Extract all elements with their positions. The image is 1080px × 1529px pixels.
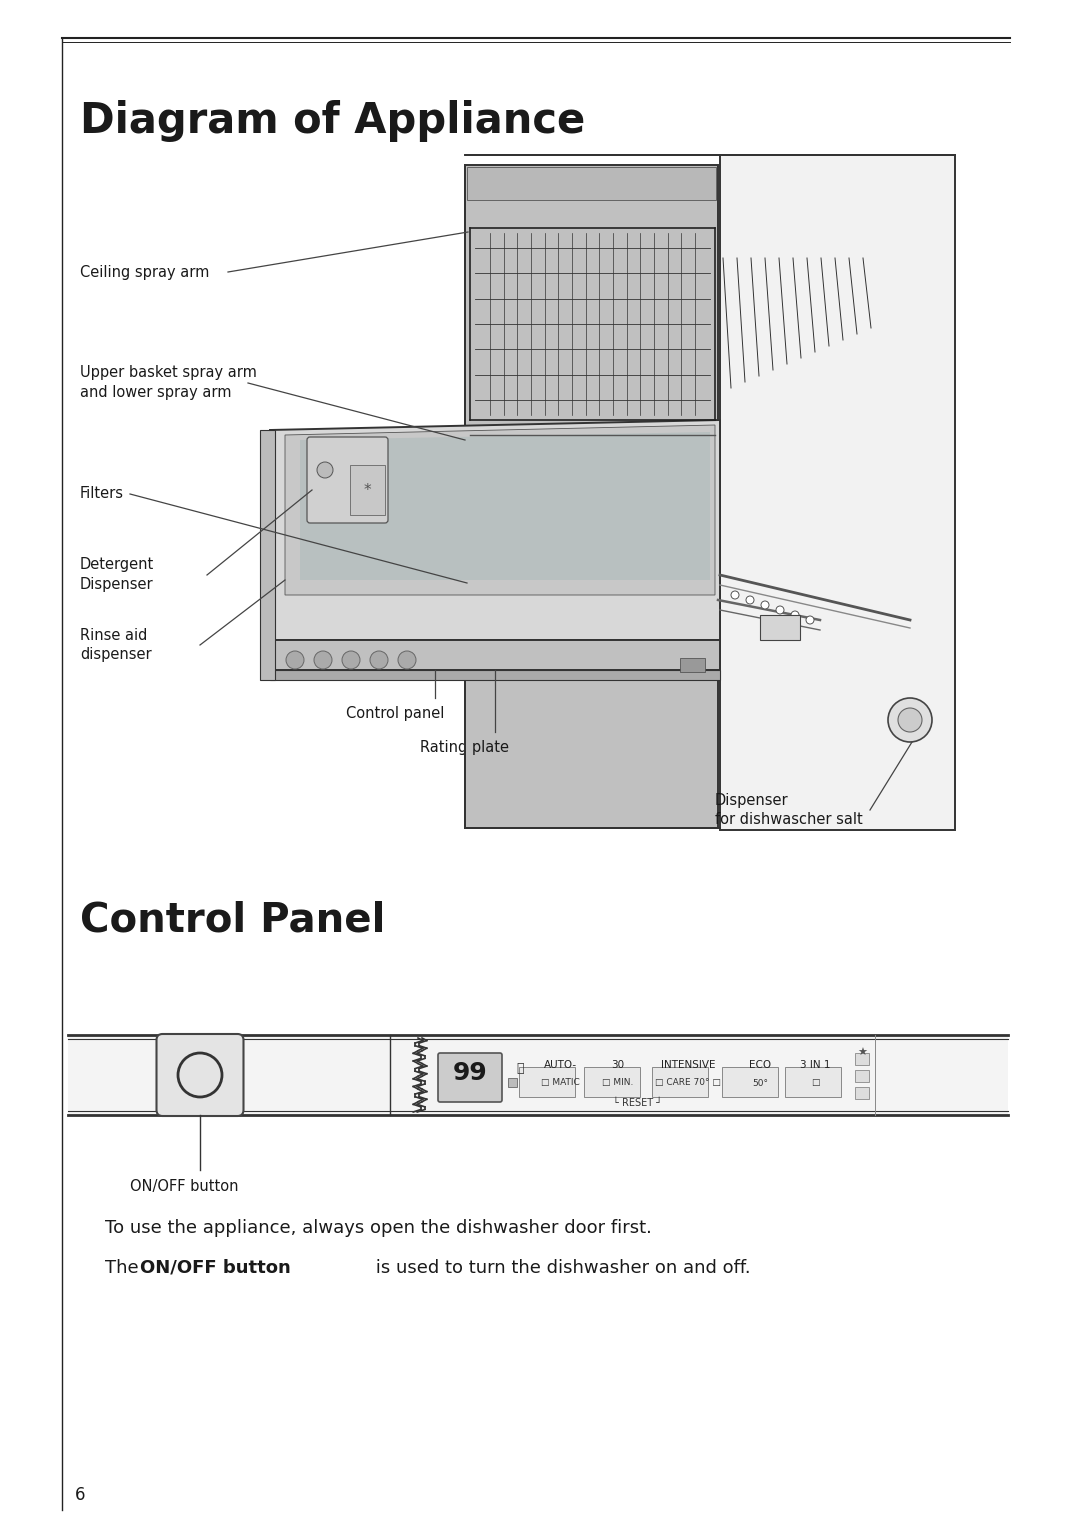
Circle shape [761, 601, 769, 609]
Text: The: The [105, 1258, 145, 1277]
Text: Dispenser: Dispenser [80, 578, 153, 593]
Bar [855, 1070, 869, 1083]
Polygon shape [285, 425, 715, 595]
Circle shape [399, 651, 416, 670]
Text: □ CARE 70° □: □ CARE 70° □ [656, 1078, 721, 1087]
Text: 3 IN 1: 3 IN 1 [800, 1060, 831, 1070]
Text: Control Panel: Control Panel [80, 901, 386, 940]
Bar [855, 1087, 869, 1099]
Bar [680, 657, 705, 673]
Bar [519, 1067, 575, 1096]
Bar [584, 1067, 640, 1096]
Circle shape [806, 616, 814, 624]
FancyBboxPatch shape [157, 1034, 243, 1116]
Text: 50°: 50° [752, 1078, 768, 1087]
Text: Rinse aid: Rinse aid [80, 627, 147, 642]
FancyBboxPatch shape [307, 437, 388, 523]
Text: ON/OFF button: ON/OFF button [130, 1179, 239, 1194]
Circle shape [370, 651, 388, 670]
Bar [68, 1035, 1008, 1115]
Circle shape [318, 462, 333, 479]
Text: for dishwascher salt: for dishwascher salt [715, 812, 863, 827]
Bar [723, 1067, 778, 1096]
Bar [785, 1067, 841, 1096]
Text: □ MATIC: □ MATIC [541, 1078, 579, 1087]
Circle shape [777, 605, 784, 615]
Polygon shape [720, 154, 955, 830]
Text: Control panel: Control panel [346, 706, 444, 722]
Text: Detergent: Detergent [80, 558, 154, 572]
Text: AUTO-: AUTO- [543, 1060, 577, 1070]
Text: □: □ [811, 1078, 820, 1087]
Circle shape [746, 596, 754, 604]
Polygon shape [270, 670, 720, 680]
Text: ON/OFF button: ON/OFF button [140, 1258, 291, 1277]
Bar [855, 1053, 869, 1066]
Text: 99: 99 [453, 1061, 487, 1086]
Text: └ RESET ┘: └ RESET ┘ [613, 1098, 662, 1109]
FancyBboxPatch shape [438, 1053, 502, 1102]
Text: □ MIN.: □ MIN. [603, 1078, 634, 1087]
Circle shape [342, 651, 360, 670]
Polygon shape [270, 420, 720, 641]
Text: is used to turn the dishwasher on and off.: is used to turn the dishwasher on and of… [370, 1258, 751, 1277]
Text: ⏻: ⏻ [516, 1063, 524, 1075]
Circle shape [286, 651, 303, 670]
Polygon shape [270, 641, 720, 670]
Text: 30: 30 [611, 1060, 624, 1070]
Text: Rating plate: Rating plate [420, 740, 510, 755]
Bar [652, 1067, 708, 1096]
Text: INTENSIVE: INTENSIVE [661, 1060, 715, 1070]
Polygon shape [465, 165, 718, 829]
Circle shape [731, 592, 739, 599]
Polygon shape [260, 430, 275, 680]
Text: Filters: Filters [80, 486, 124, 502]
Text: and lower spray arm: and lower spray arm [80, 385, 231, 401]
Text: ECO: ECO [748, 1060, 771, 1070]
Polygon shape [760, 615, 800, 641]
Circle shape [888, 699, 932, 742]
Polygon shape [467, 167, 716, 200]
Polygon shape [300, 433, 710, 579]
Text: *: * [363, 483, 370, 497]
Text: Upper basket spray arm: Upper basket spray arm [80, 365, 257, 381]
Bar [350, 465, 384, 515]
Text: Diagram of Appliance: Diagram of Appliance [80, 99, 585, 142]
Circle shape [897, 708, 922, 732]
Bar [508, 1078, 517, 1087]
Text: Dispenser: Dispenser [715, 792, 788, 807]
Text: Ceiling spray arm: Ceiling spray arm [80, 265, 210, 280]
Circle shape [791, 612, 799, 619]
Text: dispenser: dispenser [80, 647, 151, 662]
Circle shape [314, 651, 332, 670]
Text: To use the appliance, always open the dishwasher door first.: To use the appliance, always open the di… [105, 1219, 652, 1237]
Text: 6: 6 [75, 1486, 85, 1505]
Text: ★: ★ [858, 1047, 867, 1058]
